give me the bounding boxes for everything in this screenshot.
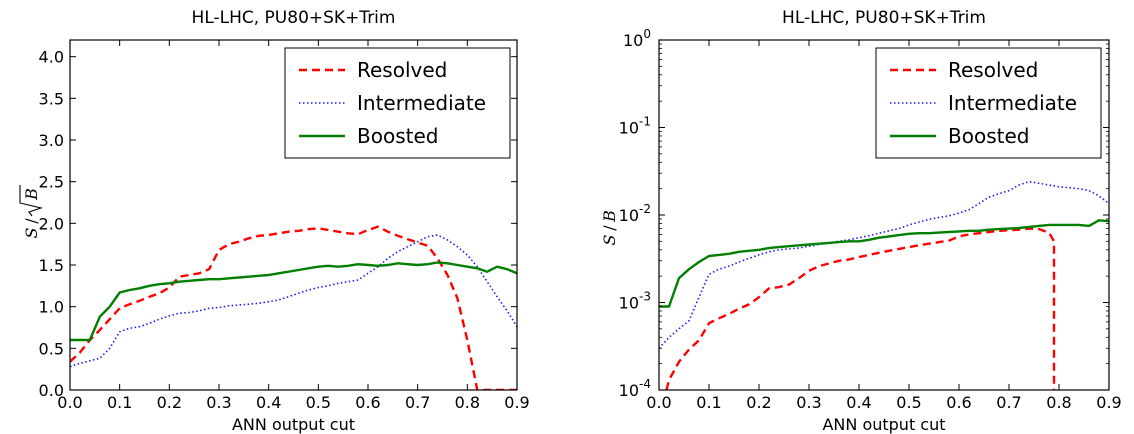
left-chart: HL-LHC, PU80+SK+Trim 0.0 0.1 0.2 0.3 0.4 0.5 0…	[19, 8, 530, 434]
y-tick-label: 3.0	[39, 131, 64, 150]
left-ylabel-slash: /	[22, 218, 41, 224]
right-chart-title: HL-LHC, PU80+SK+Trim	[782, 8, 986, 28]
right-y-axis-label: S / B	[600, 210, 619, 246]
left-y-axis-label: S / B	[19, 185, 44, 238]
legend-label-resolved: Resolved	[948, 58, 1038, 82]
x-tick-label: 0.0	[646, 393, 671, 412]
y-tick-label: 2.0	[39, 214, 64, 233]
legend-label-boosted: Boosted	[948, 124, 1029, 148]
series-line-resolved	[70, 225, 517, 390]
y-tick-label: 10-3	[619, 290, 651, 313]
x-tick-label: 0.0	[57, 393, 82, 412]
x-tick-label: 0.6	[946, 393, 971, 412]
y-tick-label: 1.5	[39, 256, 64, 275]
legend-label-resolved: Resolved	[357, 58, 447, 82]
x-tick-label: 0.6	[355, 393, 380, 412]
x-tick-label: 0.5	[896, 393, 921, 412]
series-line-boosted	[659, 219, 1109, 308]
y-tick-label: 10-4	[619, 377, 651, 400]
y-tick-label: 2.5	[39, 173, 64, 192]
sqrt-sign-icon	[19, 185, 44, 217]
left-y-ticks: 0.0 0.5 1.0 1.5 2.0 2.5 3.0 3.5 4.0	[39, 48, 517, 400]
y-tick-label: 1.0	[39, 298, 64, 317]
x-tick-label: 0.4	[256, 393, 281, 412]
right-y-ticks: 10-4 10-3 10-2 10-1 100	[619, 27, 1109, 400]
right-plot-area	[659, 180, 1109, 390]
right-ylabel-s: S	[600, 234, 619, 245]
x-tick-label: 0.5	[306, 393, 331, 412]
legend-label-intermediate: Intermediate	[948, 91, 1077, 115]
left-plot-area	[70, 225, 517, 390]
y-tick-label: 3.5	[39, 89, 64, 108]
left-legend-box	[284, 47, 511, 159]
left-ylabel-s: S	[22, 227, 41, 238]
right-ylabel-b: B	[600, 210, 619, 223]
series-line-boosted	[70, 261, 517, 342]
right-legend: Resolved Intermediate Boosted	[875, 47, 1102, 159]
legend-label-boosted: Boosted	[357, 124, 438, 148]
right-legend-box	[875, 47, 1102, 159]
legend-label-intermediate: Intermediate	[357, 91, 486, 115]
y-tick-label: 0.5	[39, 339, 64, 358]
x-tick-label: 0.9	[1096, 393, 1121, 412]
left-legend: Resolved Intermediate Boosted	[284, 47, 511, 159]
left-chart-title: HL-LHC, PU80+SK+Trim	[192, 8, 396, 28]
series-line-resolved	[665, 227, 1056, 390]
x-tick-label: 0.2	[157, 393, 182, 412]
x-tick-label: 0.7	[996, 393, 1021, 412]
left-x-ticks: 0.0 0.1 0.2 0.3 0.4 0.5 0.6 0.7 0.8 0.9	[57, 40, 530, 412]
left-axes-frame	[69, 39, 518, 391]
y-tick-label: 0.0	[39, 381, 64, 400]
left-x-axis-label: ANN output cut	[232, 415, 355, 434]
left-ylabel-b: B	[22, 188, 41, 201]
y-tick-label: 10-2	[619, 202, 651, 225]
x-tick-label: 0.2	[746, 393, 771, 412]
x-tick-label: 0.9	[504, 393, 529, 412]
right-ylabel-slash: /	[600, 225, 619, 231]
x-tick-label: 0.7	[405, 393, 430, 412]
right-x-ticks: 0.0 0.1 0.2 0.3 0.4 0.5 0.6 0.7 0.8 0.9	[646, 40, 1122, 412]
y-tick-label: 100	[623, 27, 651, 50]
y-tick-label: 4.0	[39, 48, 64, 67]
x-tick-label: 0.3	[206, 393, 231, 412]
series-line-intermediate	[659, 180, 1109, 349]
right-chart: HL-LHC, PU80+SK+Trim 0.0 0.1 0.2 0.3 0.4 0.5 0…	[600, 8, 1122, 434]
x-tick-label: 0.1	[107, 393, 132, 412]
x-tick-label: 0.3	[796, 393, 821, 412]
x-tick-label: 0.4	[846, 393, 871, 412]
y-tick-label: 10-1	[619, 115, 651, 138]
right-x-axis-label: ANN output cut	[822, 415, 945, 434]
x-tick-label: 0.8	[455, 393, 480, 412]
x-tick-label: 0.1	[696, 393, 721, 412]
x-tick-label: 0.8	[1046, 393, 1071, 412]
